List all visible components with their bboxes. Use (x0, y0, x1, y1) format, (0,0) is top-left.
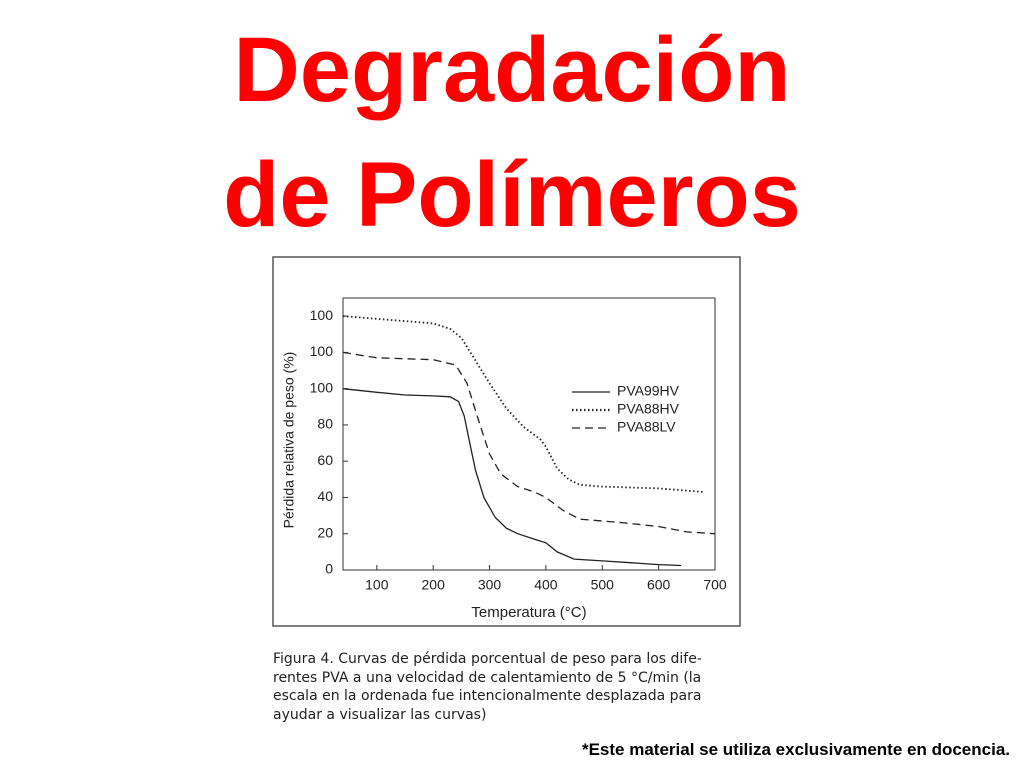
y-tick-label: 100 (310, 379, 334, 395)
legend-label: PVA88LV (617, 419, 676, 435)
caption-line: rentes PVA a una velocidad de calentamie… (273, 669, 702, 686)
x-tick-label: 400 (534, 577, 558, 593)
plot-frame (342, 297, 716, 571)
y-tick-label: 0 (325, 561, 333, 577)
caption-line: ayudar a visualizar las curvas) (273, 706, 487, 723)
x-tick-label: 300 (478, 577, 502, 593)
x-tick-label: 200 (422, 577, 446, 593)
slide-title: Degradación de Polímeros (0, 0, 1024, 250)
x-tick-label: 600 (647, 577, 671, 593)
x-tick-label: 500 (591, 577, 615, 593)
series-line (342, 388, 682, 567)
y-tick-label: 20 (317, 524, 333, 540)
title-line: de Polímeros (223, 144, 801, 246)
caption-line: Figura 4. Curvas de pérdida porcentual d… (273, 651, 702, 667)
x-axis-label: Temperatura (°C) (471, 604, 586, 621)
y-tick-label: 100 (310, 343, 334, 359)
y-axis-label: Pérdida relativa de peso (%) (281, 352, 297, 529)
figure-caption: Figura 4. Curvas de pérdida porcentual d… (273, 650, 733, 724)
title-line: Degradación (233, 19, 791, 121)
x-tick-label: 100 (365, 577, 389, 593)
series-line (342, 351, 716, 535)
footnote: *Este material se utiliza exclusivamente… (581, 740, 1010, 759)
y-tick-label: 100 (310, 307, 334, 323)
x-tick-label: 700 (703, 577, 727, 593)
legend-label: PVA99HV (617, 383, 680, 399)
y-tick-label: 40 (317, 488, 333, 504)
legend-label: PVA88HV (617, 401, 680, 417)
y-tick-label: 60 (317, 452, 333, 468)
y-tick-label: 80 (317, 416, 333, 432)
caption-line: escala en la ordenada fue intencionalmen… (273, 688, 702, 704)
